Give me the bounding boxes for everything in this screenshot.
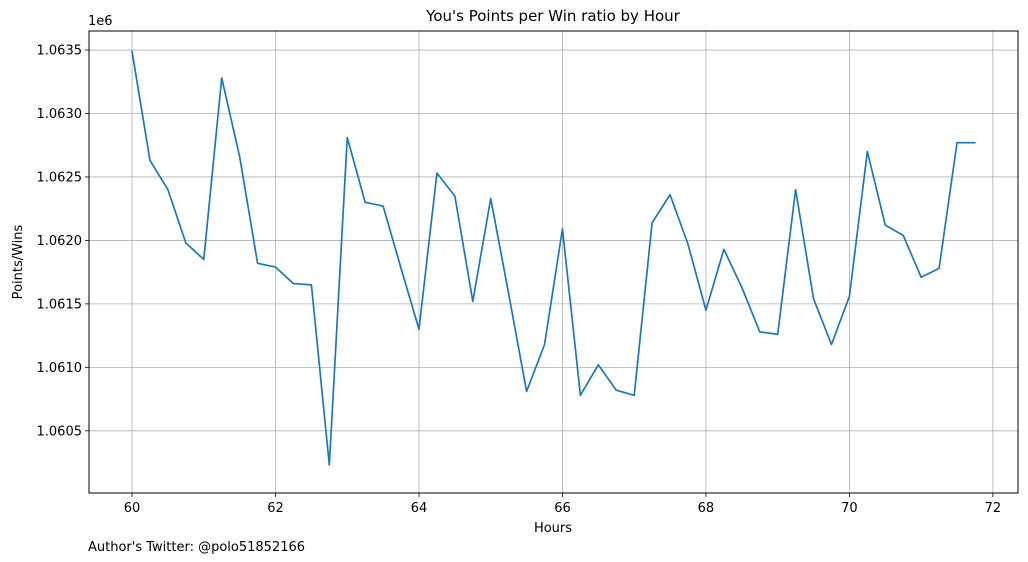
chart-title: You's Points per Win ratio by Hour [425,7,681,25]
x-tick-label: 64 [411,501,428,516]
y-axis: 1.0605 1.0610 1.0615 1.0620 1.0625 1.0630 1.06… [37,44,89,439]
y-axis-offset-label: 1e6 [88,14,113,29]
y-tick-label: 1.0605 [37,424,83,439]
y-tick-label: 1.0625 [37,170,83,185]
y-tick-label: 1.0635 [37,44,83,59]
x-tick-label: 62 [267,501,284,516]
plot-area-frame [88,30,1019,494]
series-layer [131,50,976,466]
x-tick-label: 70 [841,501,858,516]
y-tick-label: 1.0630 [37,107,83,122]
x-tick-label: 72 [985,501,1002,516]
series-line [131,50,976,466]
author-credit: Author's Twitter: @polo51852166 [88,540,305,555]
y-tick-label: 1.0620 [37,234,83,249]
y-tick-label: 1.0610 [37,361,83,376]
y-axis-label: Points/Wins [11,224,26,299]
x-tick-label: 66 [554,501,571,516]
x-axis-label: Hours [534,521,572,536]
y-tick-label: 1.0615 [37,297,83,312]
x-axis: 60 62 64 66 68 70 72 [124,493,1001,516]
x-tick-label: 68 [698,501,715,516]
x-tick-label: 60 [124,501,141,516]
